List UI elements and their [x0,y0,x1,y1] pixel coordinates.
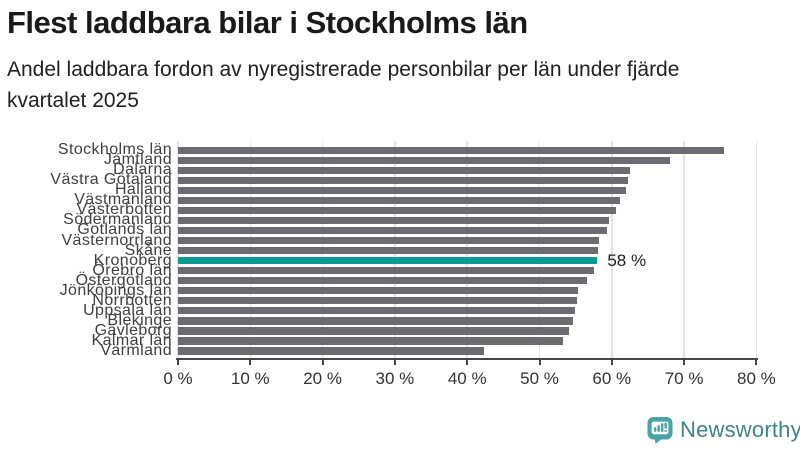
gridline [755,141,758,358]
bar [178,286,578,295]
county-label: Örebro län [92,261,172,279]
bar [178,327,570,335]
bar [178,337,564,345]
county-label: Halland [114,181,172,199]
gridline [683,141,685,358]
bar [178,246,599,255]
chart-subtitle: Andel laddbara fordon av nyregistrerade … [7,54,795,116]
x-axis-line [176,357,758,360]
county-label: Skåne [124,241,172,259]
bar [178,296,578,305]
county-label: Västernorrland [61,231,172,249]
bar [178,266,595,275]
x-axis-tick [755,359,758,366]
county-label: Kalmar län [91,331,172,349]
gridline [611,141,613,358]
county-label: Västmanland [74,191,172,209]
x-axis-tick [249,359,252,366]
county-label: Gotlands län [77,221,172,239]
x-axis-tick [321,359,324,366]
gridline [177,141,179,358]
x-axis-tick-label: 80 % [737,369,776,388]
newsworthy-brand-text: Newsworthy [680,417,800,442]
x-axis-tick [466,359,469,366]
county-label: Värmland [100,341,172,359]
bar [178,196,621,205]
county-label: Uppsala län [83,301,172,319]
x-axis-tick-label: 10 % [230,369,270,388]
bar-highlighted [178,256,598,265]
bar [178,276,588,285]
x-axis-tick [177,359,179,366]
x-axis-tick-label: 0 % [163,369,193,388]
bar [178,216,609,225]
x-axis-tick [610,359,613,366]
x-axis-tick-label: 30 % [375,369,415,388]
county-label: Dalarna [113,161,172,179]
x-axis-tick-label: 70 % [664,369,704,388]
x-axis-tick-label: 60 % [592,369,632,388]
bar [178,156,670,165]
bar [178,176,629,185]
x-axis-tick-label: 50 % [520,369,559,388]
county-label: Stockholms län [57,141,172,159]
county-label: Norrbotten [92,291,172,309]
value-annotation: 58 % [607,250,647,270]
newsworthy-logo: Newsworthy [647,416,800,444]
chart-subtitle-line2: kvartalet 2025 [7,89,139,112]
bar [178,166,630,175]
chart-subtitle-line1: Andel laddbara fordon av nyregistrerade … [7,58,680,81]
x-axis-tick [393,359,396,366]
bar [178,186,627,195]
county-label: Västerbotten [76,201,172,219]
x-axis-tick [683,359,686,366]
bar [178,306,575,315]
bar [178,236,599,245]
bar [178,347,484,355]
chart-title: Flest laddbara bilar i Stockholms län [7,5,528,40]
bar [178,146,724,154]
newsworthy-logo-icon [647,417,673,444]
county-label: Södermanland [63,211,172,229]
county-label: Blekinge [107,311,172,329]
x-axis-tick [538,359,541,366]
county-label: Östergötland [75,271,172,289]
county-label: Kronoberg [93,251,172,269]
county-label: Västra Götaland [50,171,172,189]
x-axis-tick-label: 20 % [303,369,342,388]
bar [178,226,607,235]
bar [178,317,574,325]
county-label: Jönköpings län [59,281,172,299]
county-label: Jämtland [103,151,172,169]
county-label: Gävleborg [94,321,172,339]
bar [178,206,617,215]
x-axis-tick-label: 40 % [447,369,487,388]
